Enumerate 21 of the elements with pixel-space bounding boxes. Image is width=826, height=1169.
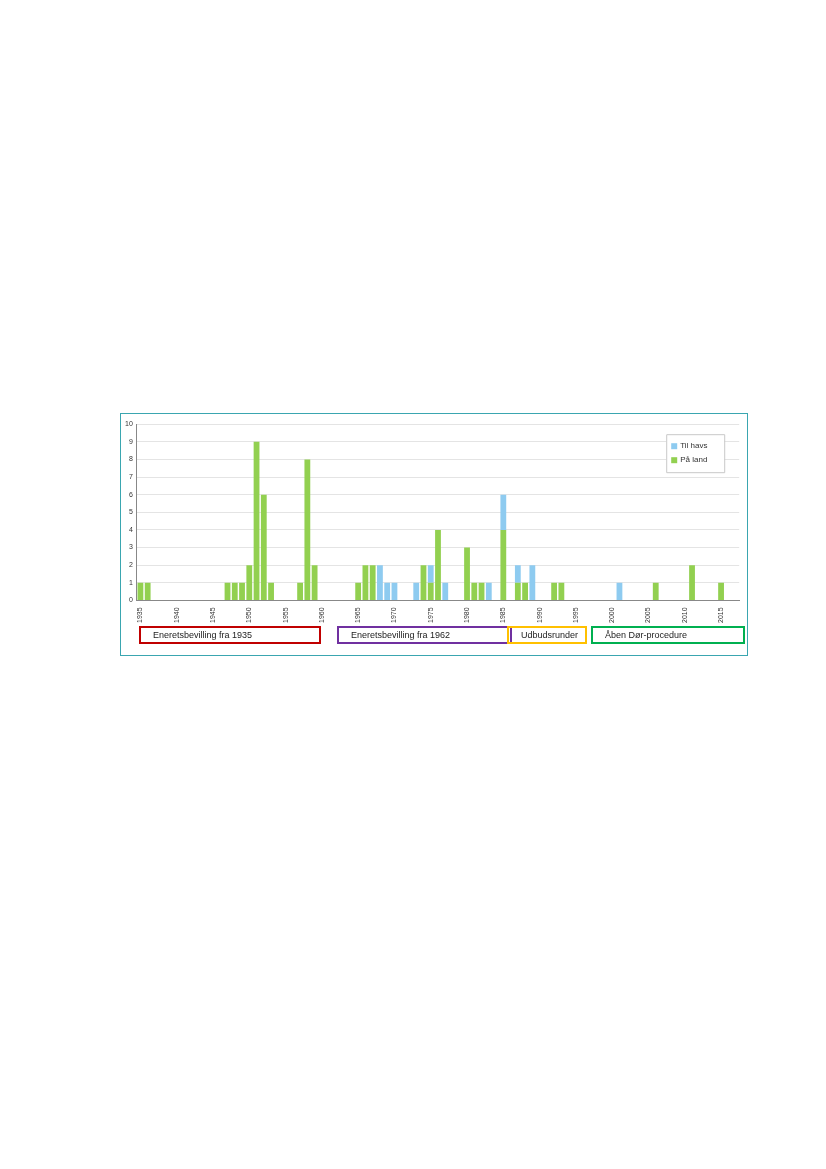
text: Eneretsbevilling fra 1935 — [139, 626, 321, 644]
bar — [442, 582, 449, 600]
bar — [500, 494, 507, 530]
bar — [355, 582, 362, 600]
bar — [529, 565, 536, 600]
bar — [652, 582, 659, 600]
text: Udbudsrunder — [507, 626, 587, 644]
bar — [311, 565, 318, 600]
bar — [689, 565, 695, 600]
bar — [485, 582, 492, 600]
text: Eneretsbevilling fra 1962 — [337, 626, 512, 644]
legend-label: Til havs — [680, 441, 708, 451]
legend-label: På land — [680, 455, 708, 465]
bar — [514, 565, 521, 583]
bar — [718, 582, 724, 600]
text: Åben Dør-procedure — [591, 626, 745, 644]
bar — [413, 582, 420, 600]
bar — [500, 529, 507, 600]
bar — [427, 565, 434, 583]
bar — [369, 565, 376, 600]
bar — [144, 582, 151, 600]
